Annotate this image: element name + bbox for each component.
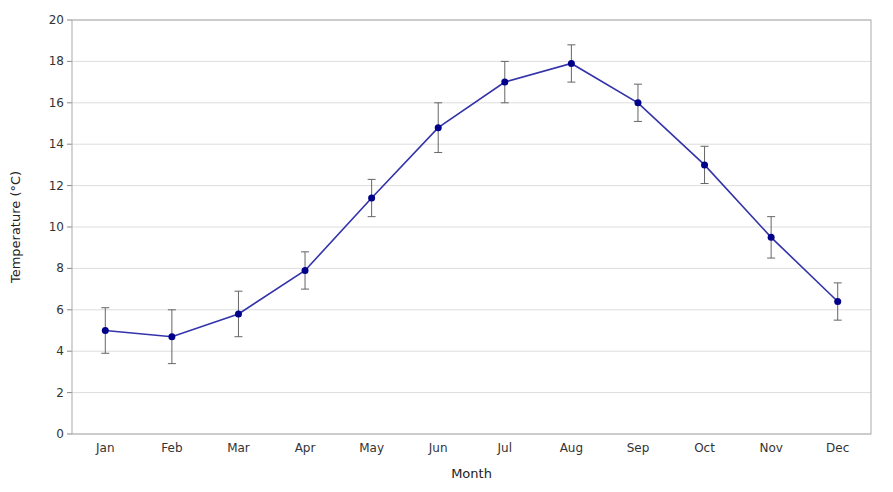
error-bar — [567, 45, 575, 82]
data-point — [235, 310, 242, 317]
grid — [72, 20, 871, 434]
data-point — [102, 327, 109, 334]
error-bar — [434, 103, 442, 153]
tick-label: 2 — [56, 386, 64, 400]
tick-mark — [67, 61, 72, 62]
tick-label: 18 — [49, 54, 64, 68]
data-point — [568, 60, 575, 67]
y-axis: 0 2 4 6 8 10 12 14 16 18 20 — [49, 13, 72, 441]
tick-label: Oct — [694, 441, 715, 455]
data-point — [834, 298, 841, 305]
grid-line — [72, 61, 871, 62]
error-bar — [234, 291, 242, 337]
data-point — [368, 195, 375, 202]
tick-label: 12 — [49, 179, 64, 193]
tick-label: Apr — [295, 441, 316, 455]
tick-label: Jul — [497, 441, 512, 455]
tick-label: 0 — [56, 427, 64, 441]
grid-line — [72, 351, 871, 352]
error-bar — [368, 179, 376, 216]
data-point — [302, 267, 309, 274]
data-point — [435, 124, 442, 131]
data-point — [701, 161, 708, 168]
y-axis-label: Temperature (°C) — [8, 171, 23, 284]
grid-line — [72, 185, 871, 186]
tick-label: Dec — [826, 441, 849, 455]
error-bar — [168, 310, 176, 364]
tick-mark — [67, 268, 72, 269]
tick-mark — [67, 185, 72, 186]
tick-mark — [67, 351, 72, 352]
tick-mark — [67, 102, 72, 103]
error-bar — [634, 84, 642, 121]
tick-label: Feb — [161, 441, 182, 455]
tick-label: 14 — [49, 137, 64, 151]
x-axis-label: Month — [451, 466, 492, 481]
tick-label: Aug — [560, 441, 583, 455]
tick-mark — [67, 309, 72, 310]
tick-mark — [67, 144, 72, 145]
tick-label: Jan — [95, 441, 115, 455]
error-bar — [101, 308, 109, 354]
error-bar — [701, 146, 709, 183]
tick-label: 10 — [49, 220, 64, 234]
tick-label: Sep — [627, 441, 650, 455]
grid-line — [72, 102, 871, 103]
tick-label: May — [359, 441, 384, 455]
data-line — [105, 63, 837, 336]
grid-line — [72, 268, 871, 269]
tick-label: Nov — [759, 441, 782, 455]
tick-label: Mar — [227, 441, 250, 455]
tick-label: 4 — [56, 344, 64, 358]
error-bar — [834, 283, 842, 320]
tick-label: 8 — [56, 261, 64, 275]
error-bar — [501, 61, 509, 102]
data-point — [634, 99, 641, 106]
tick-label: 16 — [49, 96, 64, 110]
grid-line — [72, 309, 871, 310]
tick-mark — [67, 392, 72, 393]
error-bar — [301, 252, 309, 289]
chart-svg: 0 2 4 6 8 10 12 14 16 18 20 Jan Feb Mar Apr May Jun Jul Au… — [0, 0, 893, 492]
tick-mark — [67, 227, 72, 228]
tick-label: Jun — [428, 441, 448, 455]
plot-frame — [72, 20, 871, 434]
grid-line — [72, 144, 871, 145]
grid-line — [72, 227, 871, 228]
grid-line — [72, 392, 871, 393]
tick-mark — [67, 20, 72, 21]
x-axis: Jan Feb Mar Apr May Jun Jul Aug Sep Oct Nov Dec — [95, 441, 849, 455]
tick-mark — [67, 434, 72, 435]
chart-container: 0 2 4 6 8 10 12 14 16 18 20 Jan Feb Mar Apr May Jun Jul Au… — [0, 0, 893, 492]
data-point — [168, 333, 175, 340]
data-point — [501, 79, 508, 86]
error-bar — [767, 217, 775, 258]
data-point — [768, 234, 775, 241]
tick-label: 20 — [49, 13, 64, 27]
data-layer — [101, 45, 841, 364]
tick-label: 6 — [56, 303, 64, 317]
